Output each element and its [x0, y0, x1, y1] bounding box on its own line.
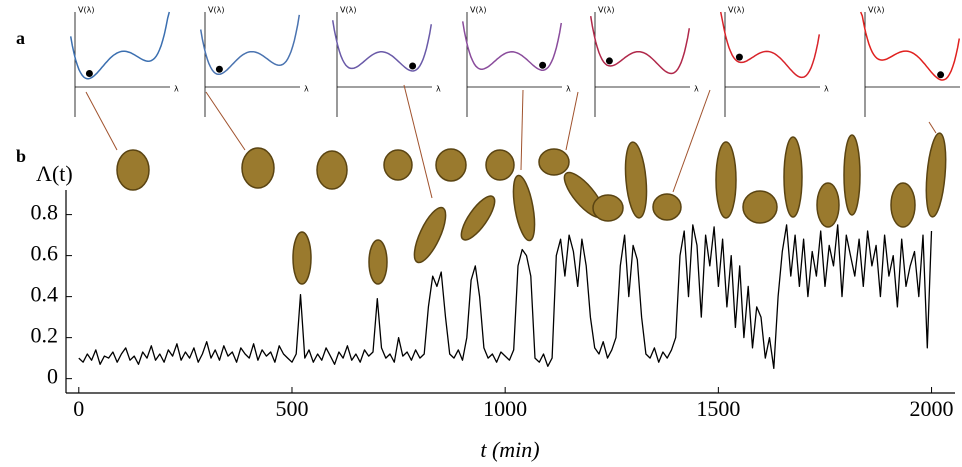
organism-image [783, 136, 803, 218]
organism-image [538, 148, 570, 176]
connector [672, 89, 711, 193]
y-tick-label: 0 [47, 364, 58, 389]
panel-label: b [16, 146, 26, 166]
potential-curve [719, 11, 821, 79]
potential-curve [331, 20, 433, 72]
connector [565, 91, 579, 151]
organism-image [435, 148, 467, 182]
panel-label: a [16, 28, 25, 48]
x-tick-label: 2000 [910, 396, 954, 421]
organism-image [592, 194, 624, 222]
axis-label: λ [174, 85, 179, 94]
axis-label: λ [694, 85, 699, 94]
axis-label: V(λ) [340, 6, 356, 15]
axis-label: λ [566, 85, 571, 94]
organism-image [843, 134, 861, 216]
axis-label: λ [304, 85, 309, 94]
y-axis-label: Λ(t) [36, 161, 73, 186]
axis-label: λ [824, 85, 829, 94]
x-tick-label: 500 [275, 396, 308, 421]
axis-label: V(λ) [78, 6, 94, 15]
x-axis-label: t (min) [480, 437, 539, 462]
organism-image [652, 193, 682, 221]
potential-curve [589, 15, 691, 75]
organism-image [116, 149, 150, 191]
potential-curve [69, 11, 171, 80]
axis-label: V(λ) [868, 6, 884, 15]
connector [205, 91, 246, 151]
state-dot [539, 61, 547, 69]
line-series [78, 224, 933, 370]
y-tick-label: 0.6 [31, 241, 59, 266]
potential-curve [461, 21, 563, 71]
organism-image [383, 149, 413, 181]
organism-image [460, 195, 496, 241]
organism-image [890, 182, 916, 228]
axis-label: V(λ) [728, 6, 744, 15]
state-dot [937, 71, 945, 79]
organism-image [413, 206, 447, 264]
connector [403, 84, 433, 199]
connector [928, 121, 937, 134]
axis-label: V(λ) [208, 6, 224, 15]
state-dot [215, 65, 223, 73]
y-tick-label: 0.8 [31, 200, 59, 225]
organism-image [316, 150, 348, 190]
x-tick-label: 1500 [696, 396, 740, 421]
organism-image [925, 132, 947, 218]
connector [520, 89, 524, 171]
axis-label: V(λ) [598, 6, 614, 15]
organism-image [292, 231, 312, 285]
state-dot [85, 70, 93, 78]
axis-label: λ [436, 85, 441, 94]
potential-curve [199, 14, 301, 76]
state-dot [409, 62, 417, 70]
organism-image [816, 182, 840, 228]
organism-image [715, 141, 737, 219]
potential-curve [860, 11, 961, 81]
organism-image [368, 239, 388, 285]
organism-image [742, 190, 778, 224]
y-tick-label: 0.2 [31, 323, 59, 348]
connector [85, 91, 118, 151]
state-dot [735, 53, 743, 61]
x-tick-label: 1000 [483, 396, 527, 421]
organism-image [241, 147, 275, 189]
axis-label: V(λ) [470, 6, 486, 15]
organism-image [485, 149, 515, 181]
organism-image [512, 174, 536, 242]
state-dot [605, 57, 613, 65]
organism-image [624, 141, 648, 219]
y-tick-label: 0.4 [31, 282, 59, 307]
x-tick-label: 0 [73, 396, 84, 421]
